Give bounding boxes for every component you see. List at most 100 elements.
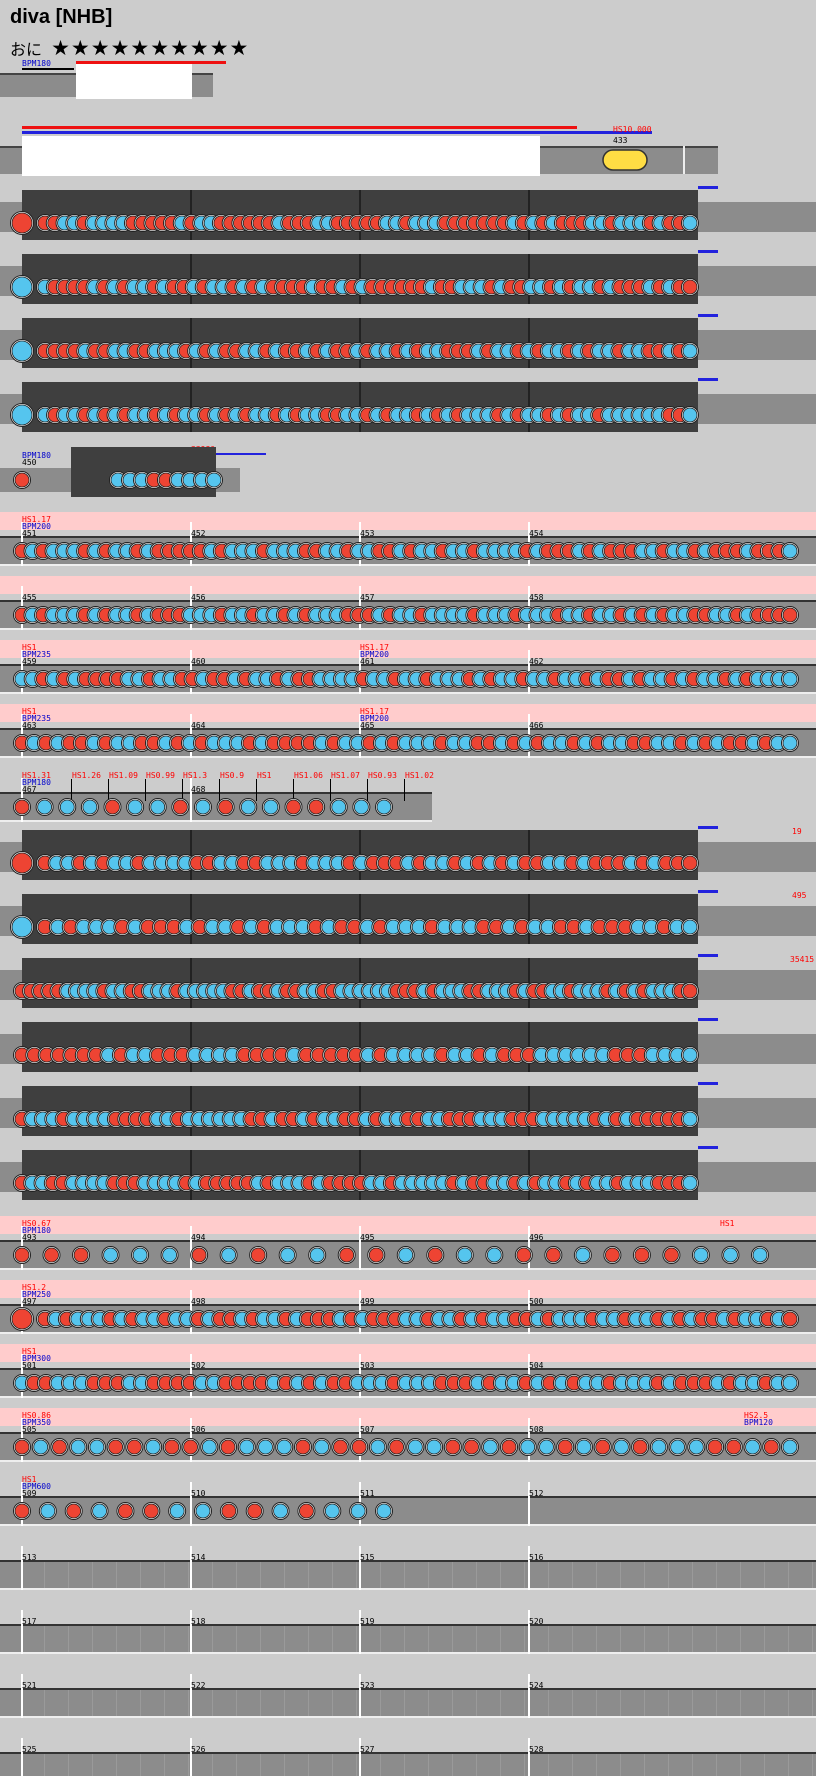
row-25-grid-tick [500,1754,501,1776]
row-10-speed-marker [145,779,146,801]
row-24-grid-tick [428,1690,429,1716]
row-20-note [126,1439,142,1455]
row-10-speed-change: HS0.9 [220,771,244,780]
row-20-lane-bottom [0,1460,816,1462]
row-17-note [309,1247,325,1263]
row-21-lane-top [0,1496,816,1498]
row-20-gogo-band [0,1408,816,1426]
row-23-grid-tick [692,1626,693,1652]
row-23-grid-tick [212,1626,213,1652]
row-21-note [324,1503,340,1519]
row-10-speed-marker [182,779,183,801]
row-25-grid-tick [188,1754,189,1776]
difficulty-stars: ★★★★★★★★★★ [51,36,250,60]
row-6-measure-num: 451 [22,529,37,538]
row-23-grid-tick [764,1626,765,1652]
row-17-measure-num: 494 [191,1233,206,1242]
row-20-note [70,1439,86,1455]
row-5-measure: 450 [22,458,37,467]
row-23-grid-tick [788,1626,789,1652]
row-23-grid-tick [476,1626,477,1652]
row-8-note [782,671,798,687]
row-23-grid-tick [44,1626,45,1652]
row-24-grid-tick [740,1690,741,1716]
row-17-note [427,1247,443,1263]
row-21-note [118,1503,133,1519]
row-22-grid-tick [308,1562,309,1588]
row-4-big-note [11,404,33,426]
row-20-note [145,1439,161,1455]
intro-bpm-label: BPM180 [22,59,51,68]
row-25-bar-line [359,1738,361,1776]
row-24-grid-tick [380,1690,381,1716]
row-8-bpm2: BPM200 [360,650,389,659]
row-20-note [258,1439,273,1455]
row-23-grid-tick [68,1626,69,1652]
row-7-measure-num: 456 [191,593,206,602]
row-22-measure-num: 515 [360,1553,375,1562]
row-21-note [14,1503,30,1519]
row-20-note [351,1439,367,1455]
row-10-note [218,799,234,815]
row-20-note [295,1439,311,1455]
row-19-measure-num: 502 [191,1361,206,1370]
row-8-measure-num: 461 [360,657,375,666]
row-10-lane-bottom [0,820,432,822]
row-25-grid-tick [260,1754,261,1776]
difficulty-line: おに ★★★★★★★★★★ [10,36,249,60]
row-10-speed-marker [219,779,220,801]
row-21-measure-num: 511 [360,1489,375,1498]
row-20-note [239,1439,255,1455]
row-11-edge-mark [698,826,718,829]
row-22-grid-tick [716,1562,717,1588]
row-7-measure-num: 457 [360,593,375,602]
row-10-note [195,799,211,815]
row-18-measure-num: 499 [360,1297,375,1306]
row-23-grid-tick [140,1626,141,1652]
row-25-grid-tick [764,1754,765,1776]
row-17-note [368,1247,384,1263]
row-25-grid-tick [644,1754,645,1776]
row-7-measure-num: 455 [22,593,37,602]
row-25-bar-line [21,1738,23,1776]
row-22-measure-num: 514 [191,1553,206,1562]
row-24-lane [0,1690,816,1716]
row-22-grid-tick [188,1562,189,1588]
row-6-measure-num: 454 [529,529,544,538]
row-20-note [33,1439,49,1455]
row-25-grid-tick [332,1754,333,1776]
row-24-grid-tick [596,1690,597,1716]
row-25-grid-tick [668,1754,669,1776]
row-22-grid-tick [356,1562,357,1588]
row-23-grid-tick [668,1626,669,1652]
row-9-measure-num: 464 [191,721,206,730]
row-10-speed-marker [293,779,294,801]
row-25-grid-tick [620,1754,621,1776]
row-3-edge-mark [698,314,718,317]
edge-label-c: 35415 [790,955,814,964]
row-18-big-note [11,1308,33,1330]
row-24-grid-tick [188,1690,189,1716]
row-20-note [426,1439,442,1455]
row-24-grid-tick [500,1690,501,1716]
row-25-grid-tick [68,1754,69,1776]
row-10-note [240,799,256,815]
row-25-grid-tick [452,1754,453,1776]
row-20-note [670,1439,686,1455]
row-17-note [162,1247,178,1263]
row-21-note [66,1503,82,1519]
row-11-bar-line [190,830,192,880]
row-20-note [520,1439,536,1455]
row-25-grid-tick [212,1754,213,1776]
row-20-note [782,1439,798,1455]
row-25-grid-tick [524,1754,525,1776]
row-13-edge-mark [698,954,718,957]
row-23-grid-tick [404,1626,405,1652]
row-12-big-note [11,916,33,938]
row-20-note [220,1439,236,1455]
row-1-big-note [11,212,33,234]
row-10-speed-change: HS1.09 [109,771,138,780]
row-22-grid-tick [572,1562,573,1588]
row-19-lane-bottom [0,1396,816,1398]
